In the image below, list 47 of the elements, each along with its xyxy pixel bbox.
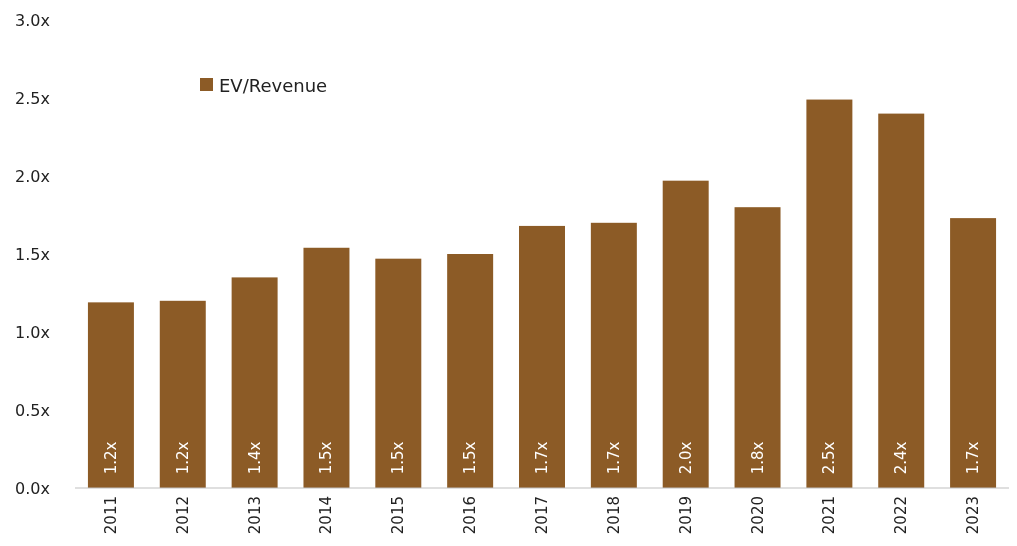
bar <box>447 254 494 488</box>
data-label: 1.5x <box>389 441 408 475</box>
y-tick-label: 1.5x <box>15 244 50 264</box>
data-label: 1.8x <box>748 441 767 475</box>
bar <box>662 180 709 488</box>
data-label: 2.4x <box>892 441 911 475</box>
bar <box>303 247 350 488</box>
data-label: 1.7x <box>604 441 623 475</box>
bar <box>519 225 565 488</box>
x-tick-label: 2020 <box>748 496 767 535</box>
bar <box>950 218 997 488</box>
x-tick-label: 2018 <box>604 496 623 535</box>
data-label: 1.5x <box>461 441 480 475</box>
y-tick-label: 1.0x <box>15 322 50 342</box>
bar <box>878 113 925 488</box>
legend-label: EV/Revenue <box>219 74 328 96</box>
x-tick-label: 2021 <box>820 496 839 535</box>
bar <box>590 222 637 488</box>
data-label: 1.2x <box>173 441 192 475</box>
x-tick-label: 2016 <box>461 496 480 535</box>
x-tick-label: 2017 <box>533 496 551 535</box>
data-label: 2.5x <box>820 441 839 475</box>
bar <box>87 302 134 488</box>
bar <box>734 207 781 488</box>
x-tick-label: 2019 <box>676 496 695 535</box>
bar <box>159 300 206 488</box>
data-label: 1.7x <box>964 441 983 475</box>
data-label: 1.2x <box>101 441 120 475</box>
x-tick-label: 2012 <box>173 496 192 535</box>
bar <box>375 258 422 488</box>
x-tick-label: 2022 <box>892 496 911 535</box>
data-label: 1.4x <box>245 441 264 475</box>
data-label: 2.0x <box>676 441 695 475</box>
x-tick-label: 2015 <box>389 496 408 535</box>
bar <box>806 99 853 488</box>
bar <box>231 277 278 488</box>
data-label: 1.5x <box>317 441 336 475</box>
x-tick-label: 2013 <box>245 496 264 535</box>
y-tick-label: 2.0x <box>15 166 50 186</box>
x-tick-label: 2014 <box>317 496 336 535</box>
x-tick-label: 2023 <box>964 496 983 535</box>
y-tick-label: 2.5x <box>15 88 50 108</box>
data-label: 1.7x <box>533 441 551 475</box>
x-tick-label: 2011 <box>101 496 120 535</box>
y-tick-label: 3.0x <box>15 10 50 30</box>
y-tick-label: 0.0x <box>15 478 50 498</box>
y-tick-label: 0.5x <box>15 400 50 420</box>
